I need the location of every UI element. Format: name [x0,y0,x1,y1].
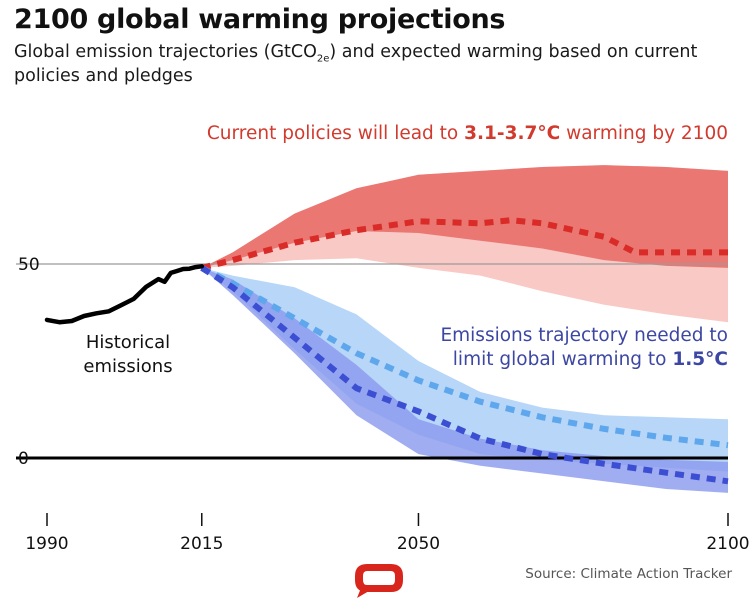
x-tick-label-2015: 2015 [180,534,223,554]
source-credit: Source: Climate Action Tracker [525,566,732,582]
pledge-band [201,267,729,472]
historical-label-line2: emissions [83,356,172,377]
subtitle-subscript: 2e [316,53,330,65]
current-policies-text-post: warming by 2100 [560,123,728,144]
target-annotation-line2: limit global warming to 1.5°C [453,349,728,370]
historical-emissions-line [44,264,205,325]
current-policies-text-pre: Current policies will lead to [207,123,464,144]
chart-title: 2100 global warming projections [14,4,506,35]
chart-bands [201,165,729,493]
target-median-line [200,265,729,485]
target-warming-value: 1.5°C [672,349,728,370]
chart-lines [44,217,729,485]
target-band [201,267,729,493]
speech-bubble-logo-icon [355,564,403,598]
axis-ticks: 1990 2015 2050 2100 0 50 [18,255,750,554]
current-policies-median-line [201,217,728,271]
current-policies-annotation: Current policies will lead to 3.1-3.7°C … [207,123,728,144]
current-policies-warming-range: 3.1-3.7°C [464,123,560,144]
x-tick-label-2100: 2100 [706,534,749,554]
subtitle-text-post: ) and expected warming based on current … [14,42,698,86]
target-annotation-text-pre: limit global warming to [453,349,673,370]
current-policies-band-inner [201,165,729,268]
historical-label-line1: Historical [86,332,170,353]
pledge-median-line [200,265,729,449]
subtitle-text-pre: Global emission trajectories (GtCO [14,42,317,62]
chart-subtitle: Global emission trajectories (GtCO2e) an… [14,40,734,88]
y-tick-label-0: 0 [18,449,29,469]
x-tick-label-1990: 1990 [25,534,68,554]
y-tick-label-50: 50 [18,255,40,275]
x-tick-label-2050: 2050 [397,534,440,554]
target-annotation-line1: Emissions trajectory needed to [440,325,728,346]
